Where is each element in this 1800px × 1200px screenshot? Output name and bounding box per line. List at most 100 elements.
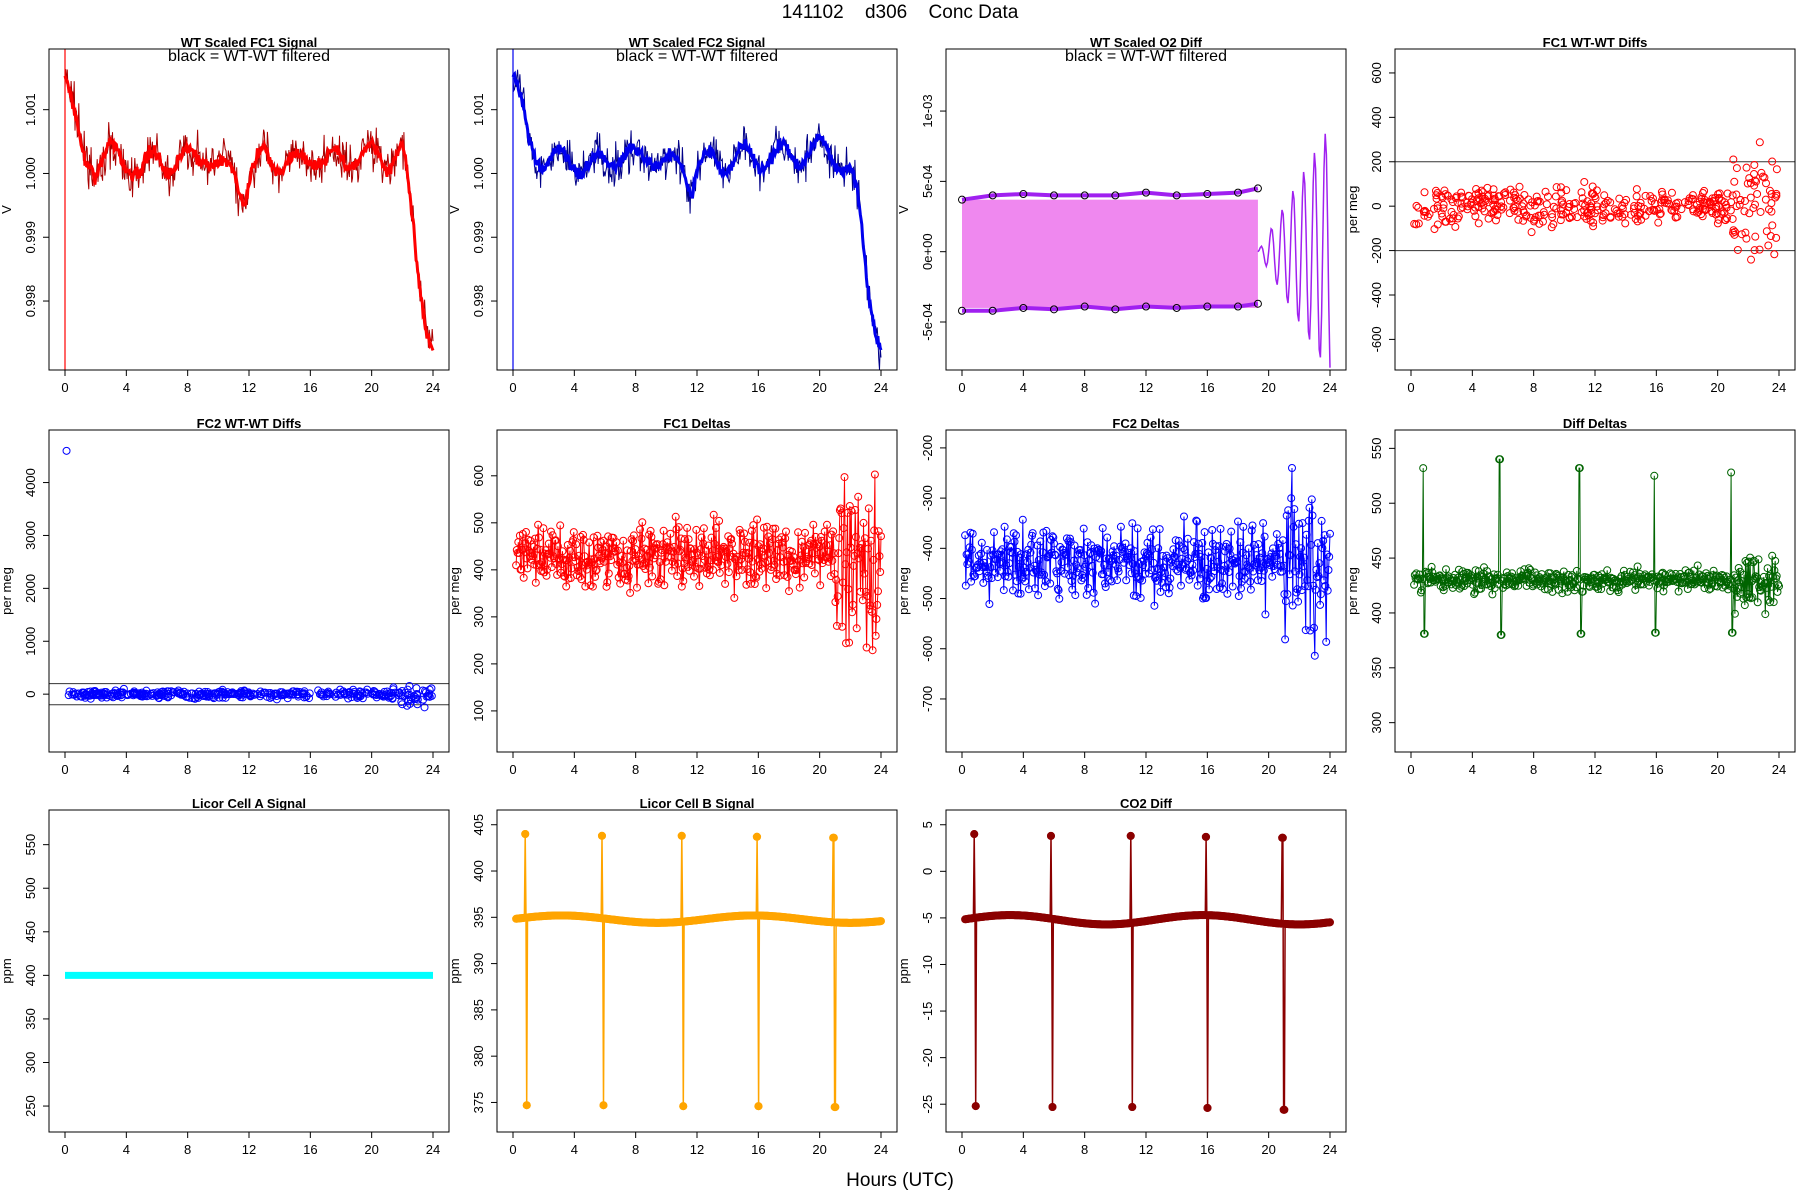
delta-point xyxy=(865,605,874,614)
delta-point xyxy=(1062,550,1071,559)
delta-point xyxy=(1139,561,1147,570)
y-tick-label: 200 xyxy=(471,653,486,675)
delta-point xyxy=(1116,522,1125,531)
filtered-point xyxy=(958,195,966,204)
delta-point xyxy=(519,573,528,582)
x-tick-label: 24 xyxy=(426,380,440,395)
data-point xyxy=(1671,213,1680,222)
data-point xyxy=(138,690,147,699)
y-tick-label: 405 xyxy=(471,814,486,836)
delta-point xyxy=(1174,536,1183,545)
delta-point xyxy=(520,544,529,553)
delta-point xyxy=(1225,544,1234,553)
data-point xyxy=(427,691,436,700)
envelope-lower xyxy=(962,301,1259,313)
delta-point xyxy=(1034,556,1043,565)
delta-point xyxy=(517,565,526,574)
delta-point xyxy=(1089,588,1098,597)
delta-point xyxy=(1724,585,1733,594)
delta-point xyxy=(1228,582,1237,591)
data-point xyxy=(1722,203,1731,212)
delta-point xyxy=(1294,519,1303,528)
delta-point xyxy=(512,561,521,570)
delta-point xyxy=(854,492,863,501)
y-tick-label: -25 xyxy=(920,1095,935,1114)
delta-point xyxy=(847,506,856,515)
data-point xyxy=(349,685,358,694)
data-point xyxy=(1746,193,1755,202)
delta-point xyxy=(1012,531,1020,540)
x-tick-label: 20 xyxy=(1261,762,1275,777)
delta-point xyxy=(1205,585,1214,594)
data-point xyxy=(1506,196,1515,205)
x-tick-label: 4 xyxy=(1020,762,1027,777)
delta-point xyxy=(1042,526,1051,535)
data-point xyxy=(1538,217,1547,226)
x-tick-label: 24 xyxy=(874,1142,888,1157)
delta-point xyxy=(542,571,551,580)
delta-point xyxy=(1275,544,1284,553)
data-point xyxy=(401,688,410,697)
data-point xyxy=(1556,216,1565,225)
data-point xyxy=(1606,198,1615,207)
y-tick-label: 550 xyxy=(1369,438,1384,460)
delta-point xyxy=(1248,521,1257,530)
delta-point xyxy=(633,583,641,592)
delta-point xyxy=(1103,533,1112,542)
data-point xyxy=(319,692,328,701)
data-point xyxy=(387,691,396,700)
delta-point xyxy=(566,546,574,555)
delta-point xyxy=(816,581,825,590)
delta-point xyxy=(1016,589,1025,598)
delta-point xyxy=(1302,530,1311,539)
delta-point xyxy=(1651,628,1660,637)
data-point xyxy=(1412,201,1421,210)
panel-p8: Diff Deltas per meg 0 4 8 12 16 20 24 300 350 400 45… xyxy=(1345,416,1796,777)
x-tick-label: 12 xyxy=(242,762,256,777)
delta-point xyxy=(988,546,997,555)
signal-point xyxy=(1326,918,1334,927)
data-point xyxy=(1431,186,1440,195)
delta-point xyxy=(1158,552,1167,560)
delta-point xyxy=(740,537,749,546)
data-point xyxy=(1559,200,1568,209)
delta-point xyxy=(1071,591,1080,600)
delta-point xyxy=(1278,567,1287,576)
delta-point xyxy=(562,582,571,591)
data-point xyxy=(1689,207,1698,216)
delta-point xyxy=(804,554,812,563)
delta-point xyxy=(810,569,819,578)
data-point xyxy=(1755,245,1764,254)
delta-point xyxy=(1246,585,1255,594)
delta-point xyxy=(1685,568,1694,577)
y-tick-label: 375 xyxy=(471,1092,486,1114)
delta-point xyxy=(582,565,591,574)
signal-line xyxy=(515,833,882,1108)
delta-point xyxy=(1557,575,1566,584)
delta-point xyxy=(1454,573,1463,582)
delta-point xyxy=(1136,593,1145,602)
delta-point xyxy=(1754,555,1763,564)
data-point xyxy=(293,687,302,696)
delta-point xyxy=(1315,559,1324,568)
delta-point xyxy=(675,547,684,556)
data-point xyxy=(1758,172,1767,181)
plot-frame xyxy=(48,809,450,1133)
data-point xyxy=(1648,194,1657,203)
delta-point xyxy=(867,536,876,545)
delta-point xyxy=(1202,594,1211,602)
data-point xyxy=(1772,191,1781,200)
delta-point xyxy=(868,646,877,655)
y-tick-label: 0.998 xyxy=(471,285,486,318)
delta-point xyxy=(1101,583,1110,591)
delta-point xyxy=(1079,524,1088,533)
filtered-point xyxy=(1253,184,1262,193)
data-point xyxy=(1513,207,1522,216)
data-point xyxy=(71,689,80,698)
delta-point xyxy=(1094,545,1103,554)
filtered-point xyxy=(988,191,997,200)
delta-point xyxy=(1147,566,1156,575)
x-tick-label: 8 xyxy=(1530,762,1537,777)
signal-line xyxy=(511,70,883,351)
